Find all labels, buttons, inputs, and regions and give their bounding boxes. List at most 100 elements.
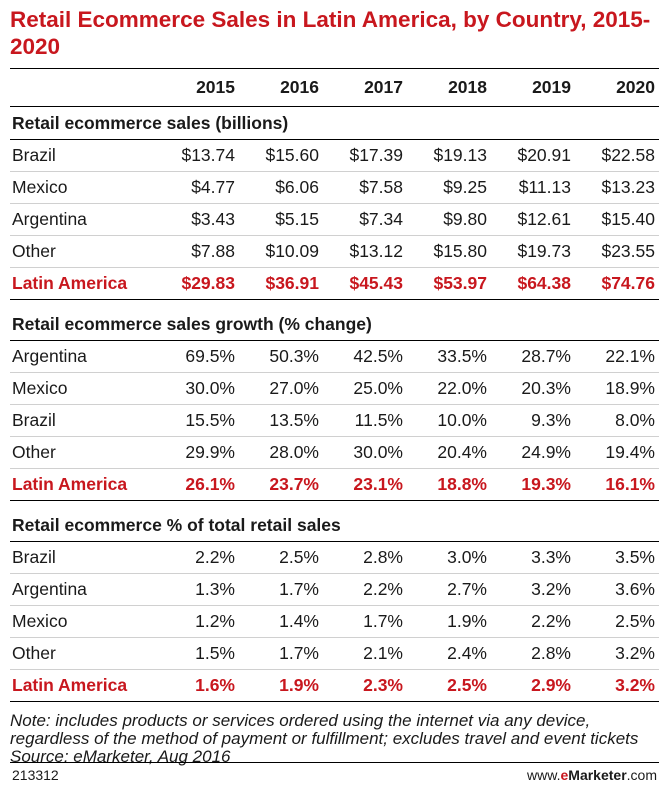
value-cell: $7.58: [323, 171, 407, 204]
row-label: Mexico: [10, 605, 155, 638]
section-title: Retail ecommerce sales (billions): [10, 106, 659, 140]
value-cell: 13.5%: [239, 404, 323, 437]
year-header-2015: 2015: [155, 68, 239, 107]
value-cell: $23.55: [575, 235, 659, 268]
value-cell: 1.2%: [155, 605, 239, 638]
total-row: Latin America 1.6% 1.9% 2.3% 2.5% 2.9% 3.2%: [10, 669, 659, 702]
value-cell: $64.38: [491, 267, 575, 300]
value-cell: 2.5%: [239, 541, 323, 574]
row-label: Argentina: [10, 340, 155, 373]
row-label: Latin America: [10, 669, 155, 702]
value-cell: 25.0%: [323, 372, 407, 405]
corner-cell: [10, 68, 155, 107]
brand-e: e: [560, 767, 569, 783]
value-cell: 28.7%: [491, 340, 575, 373]
year-header-2020: 2020: [575, 68, 659, 107]
value-cell: 18.9%: [575, 372, 659, 405]
footer: 213312 www.eMarketer.com: [10, 762, 659, 785]
year-header-2018: 2018: [407, 68, 491, 107]
value-cell: $13.23: [575, 171, 659, 204]
row-label: Argentina: [10, 203, 155, 236]
value-cell: 2.8%: [323, 541, 407, 574]
section-header-row: Retail ecommerce sales growth (% change): [10, 299, 659, 341]
value-cell: 3.0%: [407, 541, 491, 574]
value-cell: $13.12: [323, 235, 407, 268]
value-cell: 16.1%: [575, 468, 659, 501]
value-cell: $7.88: [155, 235, 239, 268]
value-cell: 2.2%: [491, 605, 575, 638]
value-cell: $9.80: [407, 203, 491, 236]
table-row: Brazil $13.74 $15.60 $17.39 $19.13 $20.91 $22.…: [10, 139, 659, 172]
value-cell: 10.0%: [407, 404, 491, 437]
value-cell: 22.1%: [575, 340, 659, 373]
table-row: Brazil 2.2% 2.5% 2.8% 3.0% 3.3% 3.5%: [10, 541, 659, 574]
value-cell: 1.7%: [239, 637, 323, 670]
section-title: Retail ecommerce % of total retail sales: [10, 500, 659, 542]
value-cell: $29.83: [155, 267, 239, 300]
table-row: Other 29.9% 28.0% 30.0% 20.4% 24.9% 19.4%: [10, 436, 659, 469]
year-header-row: 2015 2016 2017 2018 2019 2020: [10, 68, 659, 107]
value-cell: 1.6%: [155, 669, 239, 702]
total-row: Latin America 26.1% 23.7% 23.1% 18.8% 19.3% 16…: [10, 468, 659, 501]
value-cell: 33.5%: [407, 340, 491, 373]
value-cell: $3.43: [155, 203, 239, 236]
value-cell: 1.7%: [239, 573, 323, 606]
value-cell: $10.09: [239, 235, 323, 268]
note-text: Note: includes products or services orde…: [10, 711, 639, 748]
value-cell: $15.80: [407, 235, 491, 268]
value-cell: 3.2%: [491, 573, 575, 606]
table-row: Mexico 30.0% 27.0% 25.0% 22.0% 20.3% 18.9%: [10, 372, 659, 405]
row-label: Other: [10, 637, 155, 670]
row-label: Latin America: [10, 468, 155, 501]
value-cell: 2.5%: [575, 605, 659, 638]
value-cell: $9.25: [407, 171, 491, 204]
value-cell: $7.34: [323, 203, 407, 236]
value-cell: 3.2%: [575, 637, 659, 670]
value-cell: 3.2%: [575, 669, 659, 702]
value-cell: 22.0%: [407, 372, 491, 405]
value-cell: 30.0%: [155, 372, 239, 405]
source-text: Source: eMarketer, Aug 2016: [10, 747, 231, 766]
value-cell: 28.0%: [239, 436, 323, 469]
value-cell: $20.91: [491, 139, 575, 172]
value-cell: 19.4%: [575, 436, 659, 469]
value-cell: 2.8%: [491, 637, 575, 670]
notes-block: Note: includes products or services orde…: [10, 712, 659, 766]
value-cell: 42.5%: [323, 340, 407, 373]
value-cell: 19.3%: [491, 468, 575, 501]
brand-suffix: .com: [626, 767, 657, 783]
value-cell: $15.40: [575, 203, 659, 236]
value-cell: $19.13: [407, 139, 491, 172]
value-cell: 3.6%: [575, 573, 659, 606]
value-cell: $19.73: [491, 235, 575, 268]
brand-name: Marketer: [568, 767, 627, 783]
value-cell: $45.43: [323, 267, 407, 300]
value-cell: 20.4%: [407, 436, 491, 469]
section-header-row: Retail ecommerce sales (billions): [10, 106, 659, 140]
value-cell: 3.3%: [491, 541, 575, 574]
row-label: Mexico: [10, 372, 155, 405]
value-cell: $53.97: [407, 267, 491, 300]
table-row: Other $7.88 $10.09 $13.12 $15.80 $19.73 $23.55: [10, 235, 659, 268]
value-cell: 23.1%: [323, 468, 407, 501]
value-cell: 1.5%: [155, 637, 239, 670]
chart-title: Retail Ecommerce Sales in Latin America,…: [10, 7, 651, 59]
value-cell: $36.91: [239, 267, 323, 300]
value-cell: 26.1%: [155, 468, 239, 501]
brand-logo: www.eMarketer.com: [527, 765, 657, 785]
value-cell: 2.9%: [491, 669, 575, 702]
value-cell: 24.9%: [491, 436, 575, 469]
table-body: Retail ecommerce sales (billions) Brazil $…: [10, 106, 659, 702]
value-cell: 1.4%: [239, 605, 323, 638]
value-cell: 9.3%: [491, 404, 575, 437]
table-row: Argentina 69.5% 50.3% 42.5% 33.5% 28.7% 22.1%: [10, 340, 659, 373]
row-label: Argentina: [10, 573, 155, 606]
year-header-2016: 2016: [239, 68, 323, 107]
row-label: Other: [10, 235, 155, 268]
row-label: Brazil: [10, 541, 155, 574]
value-cell: 27.0%: [239, 372, 323, 405]
value-cell: 1.3%: [155, 573, 239, 606]
data-table: 2015 2016 2017 2018 2019 2020 Retail ecommerc…: [10, 68, 659, 702]
value-cell: 69.5%: [155, 340, 239, 373]
